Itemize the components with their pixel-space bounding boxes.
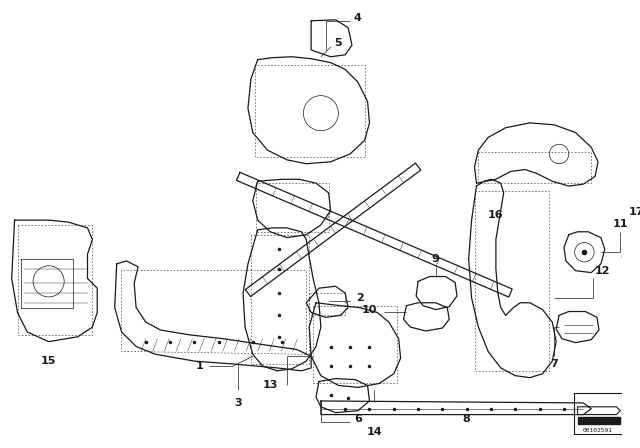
Text: 13: 13	[262, 380, 278, 390]
Text: 14: 14	[367, 427, 382, 437]
Text: 7: 7	[550, 359, 558, 369]
Text: 4: 4	[354, 13, 362, 23]
Text: 9: 9	[431, 254, 440, 264]
Text: 12: 12	[595, 266, 611, 276]
Text: 10: 10	[362, 305, 377, 314]
Text: 15: 15	[41, 356, 56, 366]
Text: 17: 17	[629, 207, 640, 217]
Text: 11: 11	[612, 219, 628, 229]
Text: 3: 3	[234, 398, 242, 408]
Text: 2: 2	[356, 293, 364, 303]
Text: 8: 8	[463, 414, 470, 424]
Text: 5: 5	[335, 38, 342, 48]
Polygon shape	[577, 417, 620, 424]
Text: 6: 6	[354, 414, 362, 424]
Text: 1: 1	[195, 361, 204, 371]
Text: 16: 16	[488, 210, 504, 220]
Text: 00102591: 00102591	[583, 428, 613, 433]
